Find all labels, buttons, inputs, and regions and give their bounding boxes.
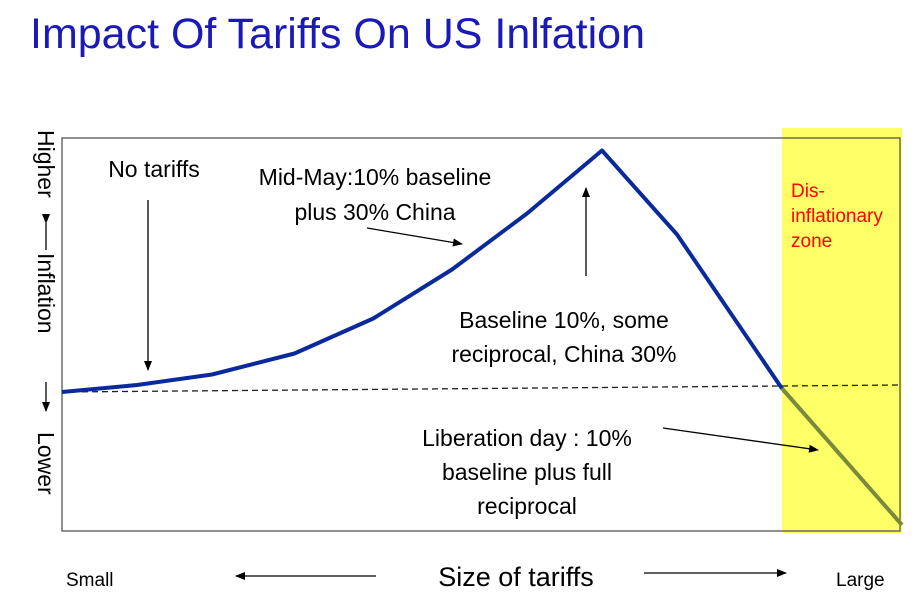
annotation-line: baseline plus full (442, 459, 612, 485)
mid-may-arrow (366, 227, 463, 247)
annotation-line: Mid-May:10% baseline (259, 164, 492, 190)
x-axis-left-label: Small (66, 570, 114, 591)
y-axis-bottom-label: Lower (33, 432, 59, 495)
annotation-line: No tariffs (108, 156, 200, 182)
annotation-line: plus 30% China (294, 199, 455, 225)
annotation-mid-may: Mid-May:10% baseline plus 30% China (259, 164, 492, 225)
zone-label-line: Dis- (791, 181, 825, 202)
zone-label-line: inflationary (791, 206, 883, 227)
annotation-no-tariffs: No tariffs (108, 156, 200, 182)
annotation-line: Baseline 10%, some (459, 307, 669, 333)
zone-label: Dis- inflationary zone (791, 181, 883, 252)
x-axis-right-label: Large (836, 570, 885, 591)
series-line-0 (61, 148, 784, 394)
annotation-line: reciprocal, China 30% (451, 341, 676, 367)
series-line-1 (780, 387, 904, 527)
liberation-day-arrow (662, 427, 819, 453)
plot-frame (61, 137, 901, 532)
page-title: Impact Of Tariffs On US Inlfation (30, 10, 645, 58)
y-axis-top-label: Higher (33, 130, 59, 198)
x-axis-title: Size of tariffs (438, 562, 594, 592)
zone-label-line: zone (791, 231, 832, 252)
annotation-line: reciprocal (477, 493, 577, 519)
disinflationary-zone (782, 128, 902, 533)
annotation-liberation-day: Liberation day : 10% baseline plus full … (422, 425, 632, 519)
reference-line (61, 384, 903, 393)
annotation-baseline-10: Baseline 10%, some reciprocal, China 30% (451, 307, 676, 367)
y-axis-label: Higher Inflation Lower (33, 130, 59, 495)
annotation-line: Liberation day : 10% (422, 425, 632, 451)
y-axis-middle-label: Inflation (33, 253, 59, 334)
